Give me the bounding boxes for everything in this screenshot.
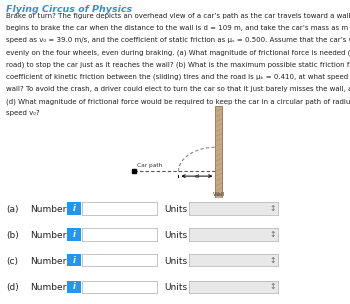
Text: (d): (d) [6,283,19,292]
Text: Number: Number [30,231,66,240]
Text: (a): (a) [6,205,19,214]
Text: i: i [72,282,75,291]
Text: road) to stop the car just as it reaches the wall? (b) What is the maximum possi: road) to stop the car just as it reaches… [6,62,350,68]
Text: (d) What magnitude of frictional force would be required to keep the car in a ci: (d) What magnitude of frictional force w… [6,98,350,105]
Text: Flying Circus of Physics: Flying Circus of Physics [6,5,132,15]
Text: Units: Units [164,205,187,214]
Text: d: d [195,174,199,179]
Text: ↕: ↕ [270,282,276,291]
Text: speed v₀?: speed v₀? [6,110,40,116]
Text: speed as v₀ = 39.0 m/s, and the coefficient of static friction as μₛ = 0.500. As: speed as v₀ = 39.0 m/s, and the coeffici… [6,37,350,43]
Text: Wall: Wall [213,192,225,196]
Text: Number: Number [30,205,66,214]
Text: Units: Units [164,283,187,292]
Text: ↕: ↕ [270,204,276,213]
Text: ↕: ↕ [270,256,276,265]
Text: evenly on the four wheels, even during braking. (a) What magnitude of frictional: evenly on the four wheels, even during b… [6,50,350,56]
Text: i: i [72,204,75,213]
Text: Brake or turn? The figure depicts an overhead view of a car’s path as the car tr: Brake or turn? The figure depicts an ove… [6,13,350,19]
Text: i: i [72,230,75,239]
Text: Units: Units [164,257,187,266]
Text: wall? To avoid the crash, a driver could elect to turn the car so that it just b: wall? To avoid the crash, a driver could… [6,86,350,92]
Text: coefficient of kinetic friction between the (sliding) tires and the road is μₖ =: coefficient of kinetic friction between … [6,74,350,80]
Text: Number: Number [30,257,66,266]
Text: Units: Units [164,231,187,240]
Text: Car path: Car path [137,163,162,168]
Text: Number: Number [30,283,66,292]
Text: ↕: ↕ [270,230,276,239]
Text: (b): (b) [6,231,19,240]
Text: begins to brake the car when the distance to the wall is d = 109 m, and take the: begins to brake the car when the distanc… [6,25,350,31]
Text: i: i [72,256,75,265]
Bar [215,106,223,198]
Text: (c): (c) [6,257,18,266]
